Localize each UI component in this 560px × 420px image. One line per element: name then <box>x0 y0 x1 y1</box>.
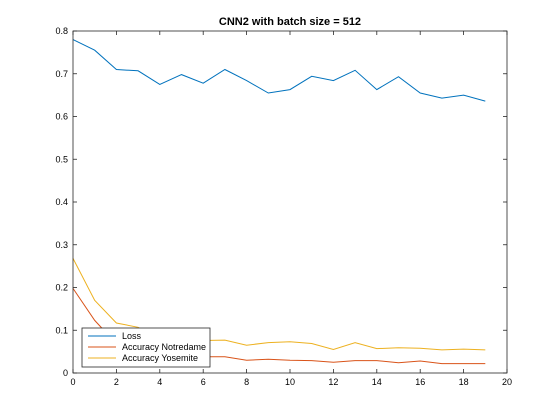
y-tick-label: 0.6 <box>55 112 68 122</box>
chart-title: CNN2 with batch size = 512 <box>219 16 361 28</box>
y-tick-label: 0 <box>63 368 68 378</box>
x-tick-label: 8 <box>244 377 249 387</box>
x-tick-label: 16 <box>415 377 425 387</box>
x-tick-label: 0 <box>70 377 75 387</box>
y-tick-label: 0.4 <box>55 197 68 207</box>
x-tick-label: 18 <box>459 377 469 387</box>
x-tick-label: 12 <box>328 377 338 387</box>
axes-layer: 0 2 4 6 8 10 12 14 16 18 20 0 0.1 0.2 0.3 0.4 0.5 0.6 0.7 0… <box>55 26 512 387</box>
y-tick-label: 0.3 <box>55 240 68 250</box>
legend-label: Loss <box>122 331 142 341</box>
plot-area <box>73 31 507 373</box>
x-tick-label: 20 <box>502 377 512 387</box>
y-tick-label: 0.5 <box>55 154 68 164</box>
x-tick-label: 14 <box>372 377 382 387</box>
legend-label: Accuracy Yosemite <box>122 353 198 363</box>
y-tick-label: 0.1 <box>55 325 68 335</box>
x-tick-label: 2 <box>114 377 119 387</box>
x-tick-label: 6 <box>201 377 206 387</box>
y-tick-label: 0.8 <box>55 26 68 36</box>
series-line-1 <box>72 39 486 102</box>
legend-label: Accuracy Notredame <box>122 342 206 352</box>
y-tick-label: 0.2 <box>55 283 68 293</box>
y-tick-label: 0.7 <box>55 69 68 79</box>
x-tick-label: 10 <box>285 377 295 387</box>
x-tick-label: 4 <box>157 377 162 387</box>
